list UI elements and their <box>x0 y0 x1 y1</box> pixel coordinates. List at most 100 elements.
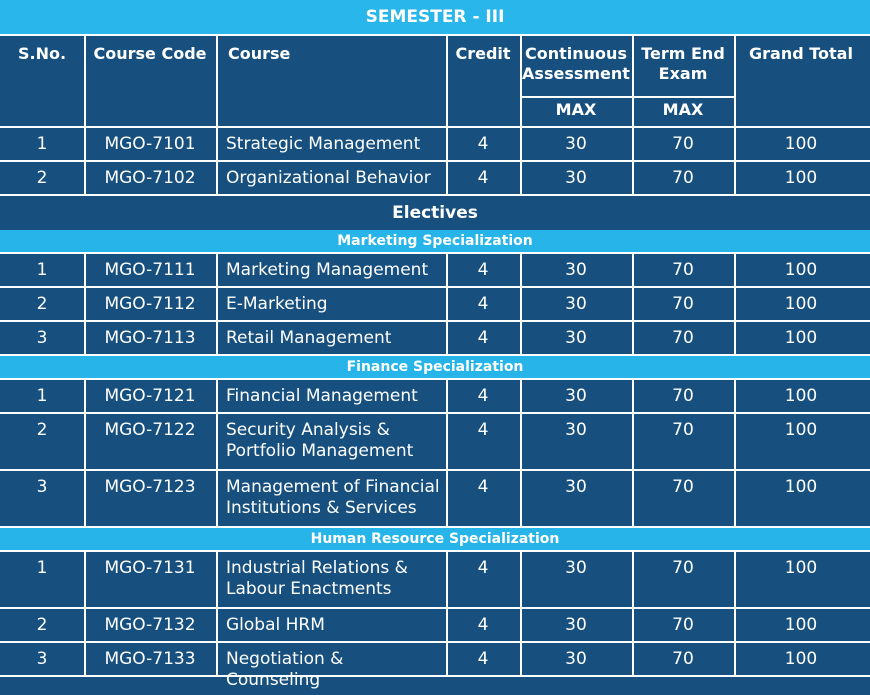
electives-heading: Electives <box>392 203 478 223</box>
column-divider <box>216 128 218 160</box>
cell-grand-total: 100 <box>784 134 818 154</box>
cell-credit: 4 <box>477 558 489 578</box>
column-divider <box>734 552 736 607</box>
column-divider <box>734 322 736 354</box>
cell-credit: 4 <box>477 260 489 280</box>
column-divider <box>520 552 522 607</box>
cell-sno: 2 <box>36 615 48 635</box>
column-divider <box>446 322 448 354</box>
cell-course-code: MGO-7112 <box>104 294 196 314</box>
cell-sno: 3 <box>36 649 48 669</box>
cell-grand-total: 100 <box>784 168 818 188</box>
cell-continuous-assessment: 30 <box>565 615 587 635</box>
table-title: SEMESTER - III <box>0 0 870 36</box>
cell-course: Management of Financial Institutions & S… <box>226 477 440 518</box>
cell-course-code: MGO-7102 <box>104 168 196 188</box>
column-divider <box>520 288 522 320</box>
cell-continuous-assessment: 30 <box>565 168 587 188</box>
column-divider <box>446 36 448 126</box>
column-divider <box>632 322 634 354</box>
cell-credit: 4 <box>477 134 489 154</box>
column-divider <box>520 36 522 126</box>
cell-course: Negotiation & Counseling <box>226 649 344 690</box>
cell-course: Marketing Management <box>226 260 429 280</box>
column-divider <box>216 414 218 469</box>
column-divider <box>520 128 522 160</box>
cell-credit: 4 <box>477 168 489 188</box>
column-divider <box>84 162 86 194</box>
cell-course-code: MGO-7133 <box>104 649 196 669</box>
row-divider <box>0 526 870 528</box>
cell-sno: 2 <box>36 168 48 188</box>
column-divider <box>734 128 736 160</box>
cell-sno: 3 <box>36 328 48 348</box>
column-divider <box>84 36 86 126</box>
column-divider <box>84 471 86 526</box>
column-divider <box>84 380 86 412</box>
row-divider <box>0 550 870 552</box>
cell-course: Global HRM <box>226 615 325 635</box>
column-divider <box>632 471 634 526</box>
header-credit: Credit <box>455 44 511 63</box>
row-divider <box>0 607 870 609</box>
cell-course: Organizational Behavior <box>226 168 431 188</box>
row-divider <box>0 469 870 471</box>
column-divider <box>216 609 218 641</box>
column-divider <box>632 414 634 469</box>
cell-term-end-exam: 70 <box>672 477 694 497</box>
cell-credit: 4 <box>477 420 489 440</box>
cell-course-code: MGO-7121 <box>104 386 196 406</box>
column-divider <box>520 162 522 194</box>
column-divider <box>446 288 448 320</box>
cell-term-end-exam: 70 <box>672 649 694 669</box>
column-divider <box>632 288 634 320</box>
section-heading: Finance Specialization <box>0 356 870 378</box>
row-divider <box>520 96 734 98</box>
cell-grand-total: 100 <box>784 615 818 635</box>
column-divider <box>632 380 634 412</box>
row-divider <box>0 675 870 677</box>
cell-course-code: MGO-7113 <box>104 328 196 348</box>
row-divider <box>0 194 870 196</box>
column-divider <box>216 471 218 526</box>
column-divider <box>446 552 448 607</box>
column-divider <box>446 162 448 194</box>
cell-sno: 1 <box>36 558 48 578</box>
cell-term-end-exam: 70 <box>672 328 694 348</box>
column-divider <box>216 643 218 675</box>
header-grand-total: Grand Total <box>749 44 853 63</box>
cell-continuous-assessment: 30 <box>565 420 587 440</box>
column-divider <box>84 322 86 354</box>
row-divider <box>0 160 870 162</box>
column-divider <box>632 162 634 194</box>
column-divider <box>84 414 86 469</box>
column-divider <box>84 254 86 286</box>
cell-course-code: MGO-7122 <box>104 420 196 440</box>
cell-term-end-exam: 70 <box>672 615 694 635</box>
cell-grand-total: 100 <box>784 328 818 348</box>
cell-sno: 1 <box>36 260 48 280</box>
column-divider <box>734 254 736 286</box>
section-heading: Marketing Specialization <box>0 230 870 252</box>
column-divider <box>734 288 736 320</box>
cell-term-end-exam: 70 <box>672 420 694 440</box>
column-divider <box>84 643 86 675</box>
cell-grand-total: 100 <box>784 420 818 440</box>
column-divider <box>734 609 736 641</box>
column-divider <box>520 609 522 641</box>
column-divider <box>734 414 736 469</box>
column-divider <box>734 471 736 526</box>
cell-continuous-assessment: 30 <box>565 558 587 578</box>
cell-grand-total: 100 <box>784 294 818 314</box>
cell-course: Strategic Management <box>226 134 421 154</box>
column-divider <box>632 609 634 641</box>
column-divider <box>446 609 448 641</box>
column-divider <box>216 380 218 412</box>
column-divider <box>446 471 448 526</box>
column-divider <box>216 322 218 354</box>
cell-sno: 2 <box>36 420 48 440</box>
column-divider <box>632 128 634 160</box>
cell-sno: 2 <box>36 294 48 314</box>
column-divider <box>446 643 448 675</box>
cell-term-end-exam: 70 <box>672 386 694 406</box>
